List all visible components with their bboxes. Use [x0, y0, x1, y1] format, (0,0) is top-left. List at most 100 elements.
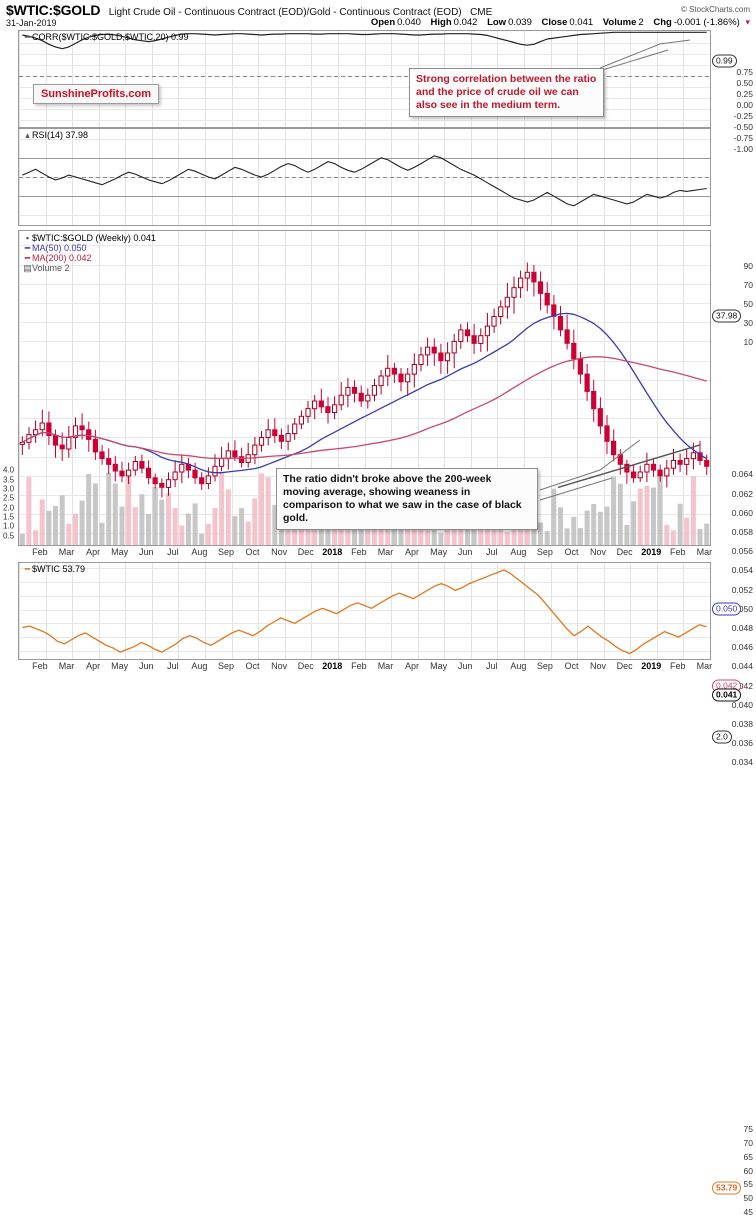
x-axis-tick: 2018	[322, 661, 343, 671]
x-axis-tick: Feb	[351, 547, 367, 557]
x-axis-tick: May	[111, 547, 129, 557]
rsi-plot	[19, 129, 710, 225]
y-axis-tick: 0.00	[736, 100, 753, 111]
x-axis-tick: Feb	[32, 661, 48, 671]
close-value: 0.041	[569, 17, 594, 28]
x-axis-tick: Dec	[616, 661, 633, 671]
price-legend-ma200: ━ MA(200) 0.042	[23, 253, 92, 264]
x-axis-tick: Nov	[271, 661, 288, 671]
y-axis-tick: 0.25	[736, 89, 753, 100]
y-axis-tick: 0.060	[731, 507, 753, 518]
value-flag: 53.79	[712, 1181, 742, 1195]
x-axis-tick: Oct	[245, 547, 260, 557]
wtic-legend-text: $WTIC 53.79	[32, 564, 86, 574]
y-axis-tick: 90	[743, 260, 753, 271]
y-axis-tick: 0.038	[731, 719, 753, 730]
y-axis-tick: 0.058	[731, 527, 753, 538]
wtic-legend: ━ $WTIC 53.79	[23, 564, 85, 575]
xaxis-middle: Feb Mar Apr May Jun Jul Aug Sep Oct Nov Dec 2018 Feb…	[18, 546, 712, 562]
volume-label: Volume	[602, 17, 637, 28]
open-label: Open	[370, 17, 396, 28]
x-axis-tick: Mar	[696, 661, 713, 671]
low-value: 0.039	[508, 17, 532, 28]
volume-axis-tick: 0.5	[3, 531, 15, 541]
x-axis-tick: Aug	[510, 661, 527, 671]
volume-value: 2	[638, 17, 644, 28]
x-axis-tick: Mar	[377, 661, 394, 671]
y-axis-tick: 0.056	[731, 546, 753, 557]
x-axis-tick: May	[111, 661, 129, 671]
x-axis-tick: Oct	[564, 661, 579, 671]
x-axis-tick: Feb	[32, 547, 48, 557]
y-axis-tick: 55	[743, 1179, 753, 1190]
correlation-yaxis: 0.75 0.50 0.25 0.00 -0.25 -0.50 -0.75 -1.00 0.99	[711, 30, 755, 154]
ma200-legend-text: MA(200) 0.042	[32, 253, 92, 263]
close-label: Close	[541, 17, 568, 28]
x-axis-tick: Jun	[457, 547, 473, 557]
x-axis-tick: 2019	[641, 547, 662, 557]
x-axis-tick: Feb	[351, 661, 367, 671]
x-axis-tick: Aug	[510, 547, 527, 557]
ma50-swatch-icon: ━	[24, 243, 31, 253]
y-axis-tick: 70	[743, 279, 753, 290]
rsi-legend-text: RSI(14) 37.98	[32, 130, 89, 140]
quote-bar: Open 0.040 High 0.042 Low 0.039 Close 0.041 …	[371, 17, 750, 28]
correlation-panel: ━ CORR($WTIC:$GOLD,$WTIC,20) 0.99	[18, 30, 711, 128]
x-axis-tick: Jul	[485, 547, 498, 557]
source-credit: © StockCharts.com	[680, 5, 750, 14]
x-axis-tick: Jul	[167, 661, 179, 671]
rsi-legend: ▴ RSI(14) 37.98	[23, 130, 88, 141]
wtic-yaxis: 75 70 65 60 55 50 45 53.79	[711, 562, 755, 1217]
exchange-label: CME	[470, 7, 493, 18]
volume-axis-tick: 2.0	[3, 503, 15, 513]
x-axis-tick: Sep	[536, 547, 553, 557]
y-axis-tick: 70	[743, 1138, 753, 1149]
x-axis-tick: Nov	[590, 661, 607, 671]
watermark-sunshineprofits: SunshineProfits.com	[33, 84, 160, 104]
y-axis-tick: 0.50	[736, 78, 753, 88]
x-axis-tick: Sep	[536, 661, 553, 671]
volume-axis-tick: 3.5	[3, 475, 15, 485]
ma200-swatch-icon: ━	[24, 253, 31, 263]
y-axis-tick: -0.25	[733, 111, 753, 122]
y-axis-tick: -0.50	[733, 122, 753, 133]
volume-axis-tick: 1.0	[3, 521, 15, 531]
y-axis-tick: 0.034	[731, 757, 753, 768]
open-value: 0.040	[397, 17, 421, 28]
y-axis-tick: 30	[743, 318, 753, 329]
header-title-row: $WTIC:$GOLD Light Crude Oil - Continuous…	[6, 2, 492, 20]
price-legend-main: ▪ $WTIC:$GOLD (Weekly) 0.041	[23, 233, 156, 243]
y-axis-tick: -0.75	[733, 133, 753, 144]
x-axis-tick: Apr	[86, 547, 101, 557]
correlation-legend-text: CORR($WTIC:$GOLD,$WTIC,20) 0.99	[32, 32, 189, 42]
x-axis-tick: Aug	[191, 547, 208, 557]
x-axis-tick: Apr	[405, 547, 420, 557]
wtic-panel: ━ $WTIC 53.79	[18, 562, 711, 660]
low-label: Low	[487, 17, 507, 28]
x-axis-tick: Oct	[564, 547, 579, 557]
volume-bars-icon: ▤	[23, 263, 32, 273]
x-axis-tick: Apr	[86, 661, 101, 671]
chg-value: -0.001 (-1.86%)	[673, 17, 740, 28]
y-axis-tick: 50	[743, 299, 753, 309]
candlestick-icon: ▪	[25, 233, 30, 243]
volume-axis-tick: 1.5	[3, 512, 15, 522]
price-legend-ma50: ━ MA(50) 0.050	[23, 243, 87, 254]
x-axis-tick: Jul	[485, 661, 498, 671]
rsi-panel: ▴ RSI(14) 37.98	[18, 128, 711, 226]
x-axis-tick: Dec	[297, 547, 314, 557]
volume-axis-tick: 4.0	[3, 465, 15, 475]
chg-label: Chg	[653, 17, 672, 28]
x-axis-tick: Dec	[616, 547, 633, 557]
x-axis-tick: Feb	[670, 547, 686, 557]
x-axis-tick: Jul	[167, 547, 179, 557]
high-label: High	[430, 17, 452, 28]
x-axis-tick: Apr	[405, 661, 420, 671]
x-axis-tick: Dec	[297, 661, 314, 671]
correlation-plot	[19, 31, 710, 127]
value-flag: 0.99	[712, 54, 737, 68]
y-axis-tick: 10	[743, 337, 753, 348]
x-axis-tick: Jun	[138, 661, 154, 671]
x-axis-tick: Mar	[58, 547, 75, 557]
y-axis-tick: 0.046	[731, 642, 753, 653]
